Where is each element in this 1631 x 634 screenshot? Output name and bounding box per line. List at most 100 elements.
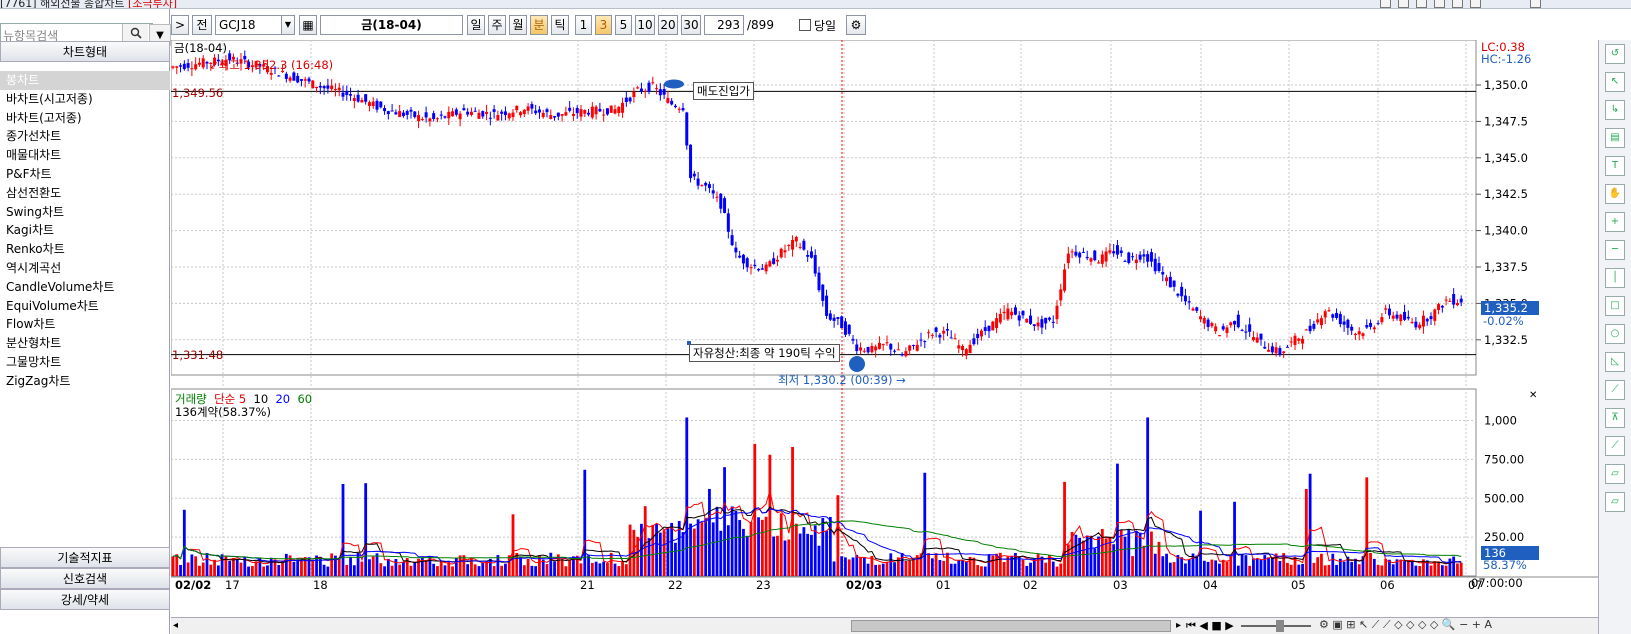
volume-bar	[216, 565, 220, 576]
chart-type-item[interactable]: 매물대차트	[6, 148, 62, 163]
low-annotation: 최저 1,330.2 (00:39) →	[778, 373, 906, 387]
window-button[interactable]	[1380, 0, 1391, 8]
chart-area[interactable]: 1,350.0 1,347.5 1,345.0 1,342.5 1,340.0 1,337…	[171, 40, 1631, 634]
bar-count-input[interactable]: 293	[704, 15, 744, 35]
scroll-left-icon[interactable]: ◂	[173, 620, 179, 631]
interval-button[interactable]: 5	[615, 15, 632, 35]
expand-arrow-button[interactable]: >	[171, 15, 189, 35]
same-day-checkbox[interactable]	[799, 19, 811, 31]
period-button[interactable]: 일	[467, 15, 485, 35]
volume-bar	[262, 566, 266, 576]
candle-body	[1316, 319, 1320, 323]
candle-body	[877, 342, 881, 349]
time-label: 07	[1468, 578, 1483, 592]
playback-controls[interactable]: ⏮ ◀ ■ ▶	[1186, 619, 1234, 632]
volume-bar	[1429, 565, 1433, 576]
candle-body	[874, 346, 878, 351]
close-icon[interactable]: ✕	[1529, 390, 1538, 401]
chart-type-item[interactable]: P&F차트	[6, 166, 52, 181]
drawing-tool-icon[interactable]: +	[1605, 212, 1625, 232]
drawing-tool-icon[interactable]: ▱	[1605, 492, 1625, 512]
period-button[interactable]: 틱	[551, 15, 569, 35]
chart-type-item[interactable]: 종가선차트	[6, 129, 62, 144]
tab-signal-search[interactable]: 신호검색	[0, 568, 170, 589]
horizontal-scrollbar[interactable]: ◂ ▸ ⏮ ◀ ■ ▶ ⚙ ▣ ⊞ ↖ ⟋ ⟋ ◇ ◇ ◇ ◇ 🔍 − + A	[171, 617, 1598, 634]
drawing-tool-icon[interactable]: ↺	[1605, 44, 1625, 64]
symbol-name-field[interactable]: 금(18-04)	[320, 15, 463, 35]
tab-strength-weakness[interactable]: 강세/약세	[0, 589, 170, 610]
period-button[interactable]: 주	[488, 15, 506, 35]
scroll-right-icon[interactable]: ▸	[1176, 620, 1182, 631]
interval-button[interactable]: 1	[575, 15, 592, 35]
chart-tools-strip[interactable]: ⚙ ▣ ⊞ ↖ ⟋ ⟋ ◇ ◇ ◇ ◇ 🔍 − + A	[1319, 618, 1493, 631]
drawing-tool-icon[interactable]: T	[1605, 156, 1625, 176]
candle-body	[643, 90, 647, 92]
symbol-code-field[interactable]: GCJ18	[215, 15, 295, 35]
prev-button[interactable]: 전	[192, 15, 212, 35]
volume-bar	[1131, 556, 1134, 576]
drawing-tool-icon[interactable]: ─	[1605, 240, 1625, 260]
chart-type-item[interactable]: Renko차트	[6, 242, 65, 257]
scroll-thumb[interactable]	[851, 620, 1171, 632]
candle-body	[953, 338, 957, 340]
interval-button[interactable]: 10	[635, 15, 655, 35]
chart-type-item[interactable]: 바차트(시고저종)	[6, 91, 93, 106]
gear-icon[interactable]: ⚙	[846, 15, 866, 35]
time-label: 07:00:00	[1471, 576, 1523, 590]
chart-type-item[interactable]: ZigZag차트	[6, 373, 71, 388]
drawing-tool-icon[interactable]: ▤	[1605, 128, 1625, 148]
candle-body	[284, 73, 288, 79]
period-button[interactable]: 분	[530, 15, 548, 35]
chart-type-header[interactable]: 차트형태	[0, 41, 170, 62]
drawing-tool-icon[interactable]: ⟋	[1605, 380, 1625, 400]
interval-button[interactable]: 30	[681, 15, 701, 35]
chart-type-item[interactable]: Swing차트	[6, 204, 65, 219]
drawing-tool-icon[interactable]: ⊼	[1605, 408, 1625, 428]
volume-bar	[1089, 535, 1093, 576]
candle-body	[862, 350, 866, 352]
window-button[interactable]	[1452, 0, 1463, 8]
chart-type-item[interactable]: 바차트(고저종)	[6, 110, 82, 125]
window-button[interactable]	[1434, 0, 1445, 8]
chart-type-item[interactable]: Flow차트	[6, 317, 56, 332]
window-button[interactable]	[1416, 0, 1427, 8]
drawing-tool-icon[interactable]: ↳	[1605, 100, 1625, 120]
chart-type-item[interactable]: Kagi차트	[6, 223, 55, 238]
interval-button[interactable]: 20	[658, 15, 678, 35]
chevron-down-icon[interactable]: ▼	[281, 15, 295, 35]
volume-bar	[458, 555, 462, 576]
period-button[interactable]: 월	[509, 15, 527, 35]
interval-button[interactable]: 3	[595, 15, 612, 35]
search-icon[interactable]	[122, 24, 148, 46]
volume-bar	[281, 560, 284, 576]
tab-technical-indicators[interactable]: 기술적지표	[0, 547, 170, 568]
chart-type-item[interactable]: 분산형차트	[6, 336, 62, 351]
window-button[interactable]	[1398, 0, 1409, 8]
zoom-slider-thumb[interactable]	[1276, 620, 1284, 632]
calculator-icon[interactable]: ▦	[299, 15, 317, 35]
chart-type-item[interactable]: CandleVolume차트	[6, 279, 115, 294]
chart-canvas[interactable]: 1,350.0 1,347.5 1,345.0 1,342.5 1,340.0 1,337…	[171, 40, 1598, 634]
drawing-tool-icon[interactable]: │	[1605, 268, 1625, 288]
drawing-tool-icon[interactable]: ◺	[1605, 352, 1625, 372]
chart-type-item[interactable]: 삼선전환도	[6, 185, 62, 200]
instrument-label: 금(18-04)	[174, 41, 227, 55]
candle-body	[847, 324, 851, 334]
chart-type-item[interactable]: 그물망차트	[6, 354, 62, 369]
candle-body	[972, 338, 976, 345]
drawing-tool-icon[interactable]: ✋	[1605, 184, 1625, 204]
volume-bar	[1010, 556, 1014, 576]
candle-body	[371, 101, 375, 107]
drawing-tool-icon[interactable]: □	[1605, 296, 1625, 316]
chart-type-item[interactable]: 역시계곡선	[6, 260, 62, 275]
drawing-tool-icon[interactable]: ⟋	[1605, 436, 1625, 456]
chart-type-item[interactable]: EquiVolume차트	[6, 298, 99, 313]
chart-type-item[interactable]: 봉차트	[0, 71, 170, 90]
drawing-tool-icon[interactable]: ○	[1605, 324, 1625, 344]
drawing-tool-icon[interactable]: ▱	[1605, 464, 1625, 484]
volume-bar	[232, 558, 235, 576]
window-button[interactable]	[1470, 0, 1481, 8]
drawing-tool-icon[interactable]: ↖	[1605, 72, 1625, 92]
window-button[interactable]	[1530, 0, 1541, 8]
volume-bar	[235, 559, 239, 576]
